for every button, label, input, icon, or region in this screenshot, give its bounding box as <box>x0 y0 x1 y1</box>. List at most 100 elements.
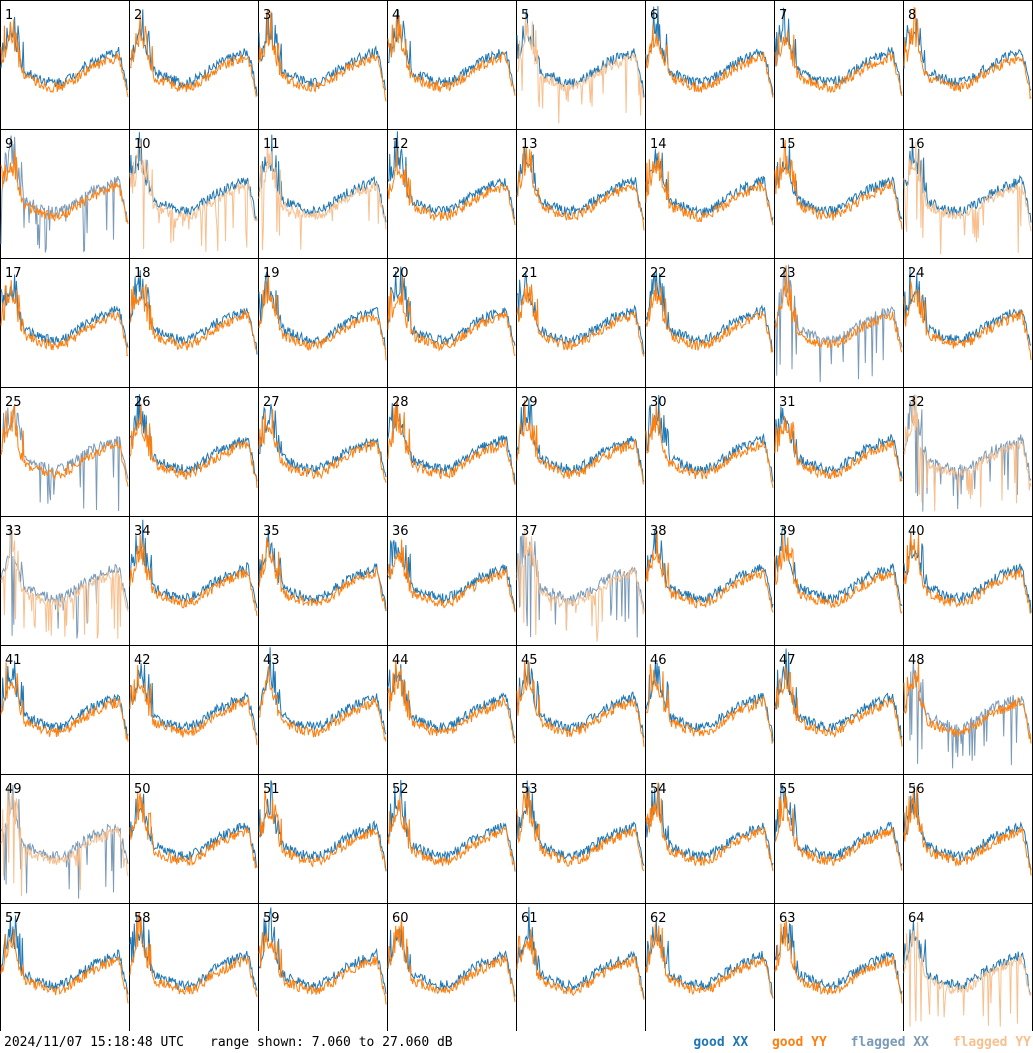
series-yy <box>129 791 258 869</box>
panel-label: 26 <box>134 395 151 410</box>
series-yy <box>258 932 387 1005</box>
series-yy <box>129 14 258 98</box>
panel-label: 40 <box>908 524 925 539</box>
series-yy <box>903 141 1032 255</box>
series-yy <box>258 274 387 361</box>
series-yy <box>774 29 903 97</box>
panel-label: 56 <box>908 782 925 797</box>
panel-label: 58 <box>134 911 151 926</box>
series-yy <box>774 919 903 1004</box>
series-yy <box>387 796 516 871</box>
panel-label: 59 <box>263 911 280 926</box>
series-yy <box>0 150 129 224</box>
series-yy <box>645 663 774 745</box>
series-yy <box>0 529 129 639</box>
series-yy <box>774 792 903 871</box>
panel-label: 28 <box>392 395 409 410</box>
series-xx <box>774 406 903 479</box>
series-xx <box>645 394 774 482</box>
panel-label: 29 <box>521 395 538 410</box>
series-xx <box>0 135 129 253</box>
panel-label: 41 <box>5 653 22 668</box>
panel-label: 9 <box>5 137 13 152</box>
series-xx <box>903 18 1032 92</box>
panel-label: 51 <box>263 782 280 797</box>
series-xx <box>774 7 903 95</box>
series-yy <box>516 929 645 1000</box>
panel-label: 4 <box>392 8 400 23</box>
panel-label: 38 <box>650 524 667 539</box>
series-yy <box>774 415 903 483</box>
panel-label: 60 <box>392 911 409 926</box>
series-yy <box>258 666 387 742</box>
panel-label: 62 <box>650 911 667 926</box>
series-yy <box>0 19 129 98</box>
legend-good-xx: good XX <box>693 1035 749 1050</box>
series-yy <box>0 404 129 487</box>
panel-label: 20 <box>392 266 409 281</box>
panel-label: 50 <box>134 782 151 797</box>
panel-label: 19 <box>263 266 280 281</box>
panel-label: 48 <box>908 653 925 668</box>
panel-label: 33 <box>5 524 22 539</box>
panel-label: 35 <box>263 524 280 539</box>
range-text: range shown: 7.060 to 27.060 dB <box>210 1035 453 1050</box>
series-yy <box>387 398 516 486</box>
panel-label: 64 <box>908 911 925 926</box>
panel-label: 24 <box>908 266 925 281</box>
panel-label: 13 <box>521 137 538 152</box>
panel-label: 18 <box>134 266 151 281</box>
series-yy <box>387 275 516 357</box>
series-xx <box>258 12 387 91</box>
panel-label: 31 <box>779 395 796 410</box>
legend: good XX good YY flagged XX flagged YY <box>677 1035 1031 1051</box>
panel-label: 36 <box>392 524 409 539</box>
series-yy <box>516 787 645 872</box>
legend-flagged-yy: flagged YY <box>952 1035 1031 1050</box>
panel-label: 14 <box>650 137 667 152</box>
panel-15: 15 <box>774 129 904 259</box>
footer-bar: 2024/11/07 15:18:48 UTC range shown: 7.0… <box>0 1031 1033 1053</box>
panel-label: 61 <box>521 911 538 926</box>
series-yy <box>387 14 516 96</box>
series-yy <box>774 666 903 747</box>
panel-label: 46 <box>650 653 667 668</box>
series-yy <box>258 537 387 611</box>
series-xx <box>516 147 645 220</box>
panel-label: 63 <box>779 911 796 926</box>
series-yy <box>129 139 258 252</box>
series-yy <box>903 922 1032 1027</box>
panel-label: 42 <box>134 653 151 668</box>
series-yy <box>516 400 645 485</box>
panel-label: 49 <box>5 782 22 797</box>
series-yy <box>258 790 387 871</box>
panel-label: 21 <box>521 266 538 281</box>
series-xx <box>903 919 1032 996</box>
panel-label: 5 <box>521 8 529 23</box>
series-yy <box>645 782 774 872</box>
series-yy <box>129 403 258 488</box>
panel-label: 11 <box>263 137 280 152</box>
panel-label: 17 <box>5 266 22 281</box>
panel-60: 60 <box>387 903 517 1031</box>
panel-label: 3 <box>263 8 271 23</box>
timestamp: 2024/11/07 15:18:48 UTC <box>4 1035 185 1050</box>
series-yy <box>645 530 774 613</box>
series-yy <box>0 786 129 897</box>
series-yy <box>903 786 1032 876</box>
series-yy <box>774 535 903 615</box>
series-yy <box>387 918 516 1003</box>
series-yy <box>903 662 1032 744</box>
series-yy <box>645 403 774 488</box>
series-yy <box>774 265 903 353</box>
legend-good-yy: good YY <box>771 1035 827 1050</box>
panel-label: 37 <box>521 524 538 539</box>
panel-label: 52 <box>392 782 409 797</box>
series-yy <box>258 136 387 251</box>
series-yy <box>129 534 258 616</box>
series-yy <box>645 24 774 98</box>
panel-label: 2 <box>134 8 142 23</box>
series-xx <box>774 526 903 607</box>
series-yy <box>0 662 129 742</box>
panel-label: 8 <box>908 8 916 23</box>
